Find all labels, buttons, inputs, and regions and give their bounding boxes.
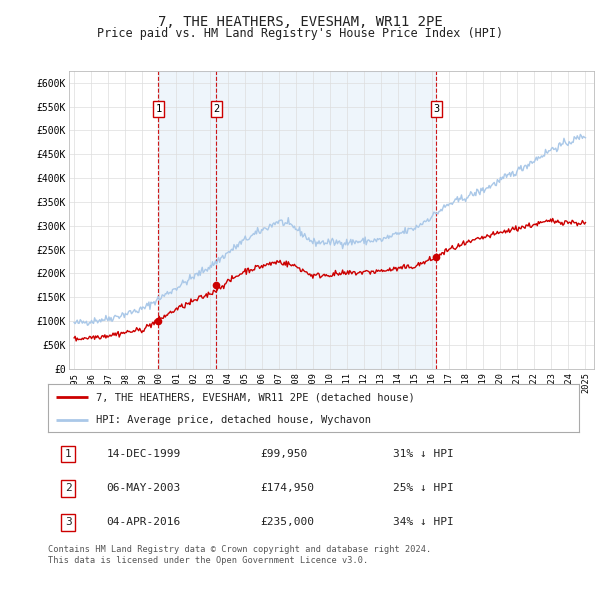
Bar — [158, 71, 217, 369]
Text: 31% ↓ HPI: 31% ↓ HPI — [393, 449, 454, 459]
Text: 2: 2 — [65, 483, 71, 493]
Text: 7, THE HEATHERS, EVESHAM, WR11 2PE (detached house): 7, THE HEATHERS, EVESHAM, WR11 2PE (deta… — [96, 392, 415, 402]
Text: Contains HM Land Registry data © Crown copyright and database right 2024.
This d: Contains HM Land Registry data © Crown c… — [48, 545, 431, 565]
Text: HPI: Average price, detached house, Wychavon: HPI: Average price, detached house, Wych… — [96, 415, 371, 425]
Bar — [217, 71, 436, 369]
Text: 7, THE HEATHERS, EVESHAM, WR11 2PE: 7, THE HEATHERS, EVESHAM, WR11 2PE — [158, 15, 442, 29]
Text: Price paid vs. HM Land Registry's House Price Index (HPI): Price paid vs. HM Land Registry's House … — [97, 27, 503, 40]
Text: £235,000: £235,000 — [260, 517, 314, 527]
Text: 06-MAY-2003: 06-MAY-2003 — [106, 483, 181, 493]
Text: 3: 3 — [433, 104, 439, 114]
Text: 25% ↓ HPI: 25% ↓ HPI — [393, 483, 454, 493]
Text: 2: 2 — [214, 104, 220, 114]
Text: 1: 1 — [65, 449, 71, 459]
Text: £99,950: £99,950 — [260, 449, 308, 459]
Text: 1: 1 — [155, 104, 161, 114]
Text: 3: 3 — [65, 517, 71, 527]
Text: 04-APR-2016: 04-APR-2016 — [106, 517, 181, 527]
Text: 14-DEC-1999: 14-DEC-1999 — [106, 449, 181, 459]
Text: £174,950: £174,950 — [260, 483, 314, 493]
Text: 34% ↓ HPI: 34% ↓ HPI — [393, 517, 454, 527]
